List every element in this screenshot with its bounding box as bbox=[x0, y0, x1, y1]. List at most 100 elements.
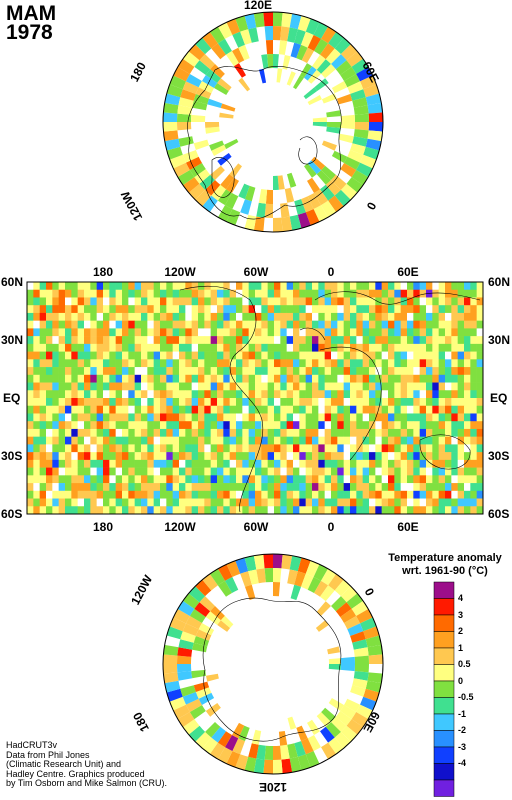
grid-cell bbox=[204, 483, 211, 492]
grid-cell bbox=[400, 413, 408, 422]
polar-cell bbox=[340, 163, 357, 178]
grid-cell bbox=[470, 405, 477, 414]
polar-cell bbox=[289, 756, 302, 774]
grid-cell bbox=[470, 320, 477, 329]
grid-cell bbox=[445, 428, 452, 437]
polar-cell bbox=[356, 704, 374, 720]
grid-cell bbox=[204, 312, 211, 321]
grid-cell bbox=[394, 421, 401, 430]
grid-cell bbox=[305, 467, 313, 476]
grid-cell bbox=[65, 367, 72, 376]
grid-cell bbox=[141, 343, 148, 352]
grid-cell bbox=[115, 351, 123, 360]
grid-cell bbox=[103, 459, 110, 468]
grid-cell bbox=[153, 490, 161, 499]
grid-cell bbox=[33, 467, 40, 476]
grid-cell bbox=[476, 328, 483, 337]
grid-cell bbox=[337, 374, 344, 383]
grid-cell bbox=[52, 475, 59, 484]
grid-cell bbox=[198, 297, 205, 306]
grid-cell bbox=[305, 398, 313, 407]
grid-cell bbox=[356, 459, 363, 468]
polar-cell bbox=[314, 189, 329, 206]
lon-bottom-180: 180 bbox=[92, 520, 114, 534]
grid-cell bbox=[255, 320, 262, 329]
grid-cell bbox=[280, 382, 287, 391]
grid-cell bbox=[407, 428, 414, 437]
grid-cell bbox=[185, 343, 192, 352]
grid-cell bbox=[153, 390, 161, 399]
grid-cell bbox=[261, 483, 268, 492]
grid-cell bbox=[39, 459, 47, 468]
grid-cell bbox=[419, 421, 427, 430]
grid-cell bbox=[445, 312, 452, 321]
grid-cell bbox=[71, 475, 78, 484]
grid-cell bbox=[280, 374, 287, 383]
grid-cell bbox=[103, 312, 110, 321]
grid-cell bbox=[369, 297, 376, 306]
grid-cell bbox=[426, 282, 433, 291]
grid-cell bbox=[369, 289, 376, 298]
grid-cell bbox=[438, 498, 446, 507]
grid-cell bbox=[457, 405, 465, 414]
polar-cell bbox=[193, 681, 210, 692]
grid-cell bbox=[27, 343, 34, 352]
grid-cell bbox=[58, 351, 66, 360]
grid-cell bbox=[312, 320, 319, 329]
grid-cell bbox=[407, 336, 414, 345]
grid-cell bbox=[451, 382, 458, 391]
polar-cell bbox=[176, 58, 195, 74]
grid-cell bbox=[58, 490, 66, 499]
grid-cell bbox=[236, 374, 243, 383]
polar-cell bbox=[350, 631, 366, 643]
polar-cell bbox=[368, 122, 383, 132]
grid-cell bbox=[90, 328, 97, 337]
grid-cell bbox=[343, 428, 351, 437]
grid-cell bbox=[84, 282, 91, 291]
grid-cell bbox=[375, 343, 382, 352]
grid-cell bbox=[248, 336, 256, 345]
grid-cell bbox=[39, 312, 47, 321]
grid-cell bbox=[381, 343, 389, 352]
grid-cell bbox=[198, 475, 205, 484]
grid-cell bbox=[166, 382, 173, 391]
grid-cell bbox=[153, 297, 161, 306]
polar-cell bbox=[326, 110, 341, 118]
grid-cell bbox=[445, 498, 452, 507]
grid-cell bbox=[451, 475, 458, 484]
grid-cell bbox=[318, 436, 325, 445]
grid-cell bbox=[160, 336, 167, 345]
grid-cell bbox=[280, 506, 287, 514]
legend-color-box bbox=[433, 763, 455, 781]
polar-cell bbox=[168, 696, 186, 711]
grid-cell bbox=[331, 374, 338, 383]
grid-cell bbox=[185, 351, 192, 360]
grid-cell bbox=[248, 459, 256, 468]
grid-cell bbox=[324, 328, 332, 337]
grid-cell bbox=[261, 475, 268, 484]
grid-cell bbox=[407, 452, 414, 461]
polar-cell bbox=[217, 153, 232, 166]
grid-cell bbox=[457, 459, 465, 468]
polar-cell bbox=[177, 113, 192, 122]
grid-cell bbox=[185, 498, 192, 507]
grid-cell bbox=[179, 374, 186, 383]
grid-cell bbox=[248, 498, 256, 507]
grid-cell bbox=[210, 436, 218, 445]
grid-cell bbox=[457, 320, 465, 329]
grid-cell bbox=[90, 467, 97, 476]
grid-cell bbox=[299, 498, 306, 507]
polar-cell bbox=[244, 756, 257, 774]
grid-cell bbox=[255, 282, 262, 291]
grid-cell bbox=[312, 459, 319, 468]
grid-cell bbox=[71, 289, 78, 298]
grid-cell bbox=[464, 467, 471, 476]
grid-cell bbox=[419, 359, 427, 368]
grid-cell bbox=[122, 398, 129, 407]
grid-cell bbox=[274, 428, 281, 437]
grid-cell bbox=[312, 405, 319, 414]
grid-cell bbox=[299, 483, 306, 492]
grid-cell bbox=[217, 405, 224, 414]
polar-cell bbox=[253, 216, 265, 232]
grid-cell bbox=[172, 297, 180, 306]
